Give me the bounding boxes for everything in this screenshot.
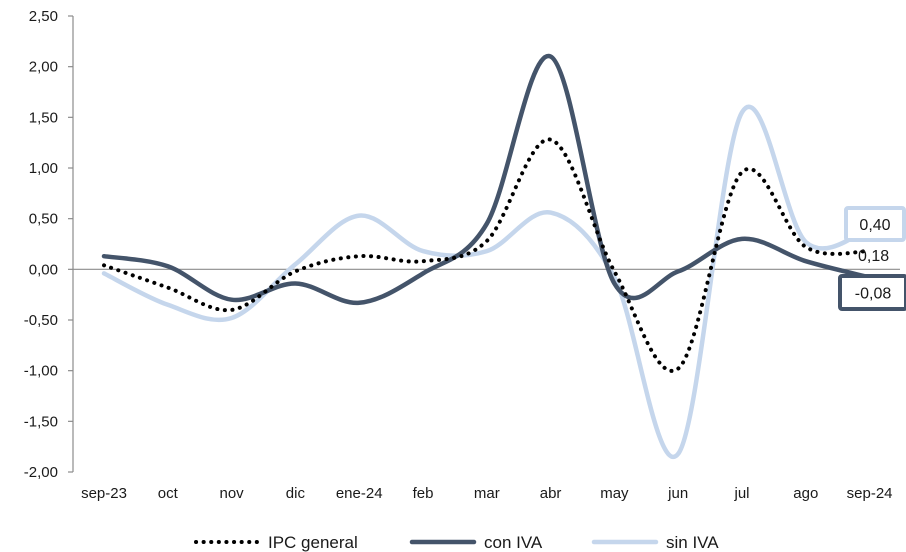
y-axis-ticks: 2,50 2,00 1,50 1,00 0,50 0,00 -0,50 -1,00 -1,50 -… (24, 8, 73, 481)
y-tick-label: 0,50 (29, 211, 58, 228)
end-value-label: 0,40 (859, 217, 890, 234)
end-label-box (844, 206, 906, 242)
y-tick-label: -0,50 (24, 312, 58, 329)
x-tick-label: jun (667, 485, 688, 502)
y-tick-label: 2,50 (29, 8, 58, 25)
series-line-ipc-general (102, 137, 872, 373)
y-tick-label: 1,50 (29, 109, 58, 126)
y-tick-label: 1,00 (29, 160, 58, 177)
y-tick-label: 2,00 (29, 59, 58, 76)
legend-label: IPC general (268, 533, 358, 552)
x-tick-label: sep-23 (81, 485, 127, 502)
series-line-sin-iva (101, 104, 872, 460)
x-tick-label: oct (158, 485, 179, 502)
legend-label: con IVA (484, 533, 543, 552)
series-line-con-iva (101, 54, 872, 306)
x-tick-label: sep-24 (847, 485, 893, 502)
x-tick-label: jul (733, 485, 749, 502)
end-value-callouts: 0,40 0,18 -0,08 (838, 206, 906, 311)
y-tick-label: -2,00 (24, 464, 58, 481)
x-tick-label: abr (540, 485, 562, 502)
x-tick-label: ene-24 (336, 485, 383, 502)
y-tick-label: -1,00 (24, 363, 58, 380)
end-value-label: -0,08 (855, 286, 892, 303)
x-tick-label: nov (220, 485, 245, 502)
x-axis-ticks: sep-23 oct nov dic ene-24 feb mar abr may jun jul a… (81, 485, 892, 502)
end-label-box (838, 274, 906, 311)
x-tick-label: dic (286, 485, 306, 502)
legend-label: sin IVA (666, 533, 719, 552)
x-tick-label: ago (793, 485, 818, 502)
x-tick-label: may (600, 485, 629, 502)
x-tick-label: mar (474, 485, 500, 502)
y-tick-label: 0,00 (29, 261, 58, 278)
series-lines (101, 54, 872, 460)
x-tick-label: feb (413, 485, 434, 502)
legend: IPC general con IVA sin IVA (194, 533, 719, 552)
y-tick-label: -1,50 (24, 413, 58, 430)
end-value-label: 0,18 (858, 248, 889, 265)
